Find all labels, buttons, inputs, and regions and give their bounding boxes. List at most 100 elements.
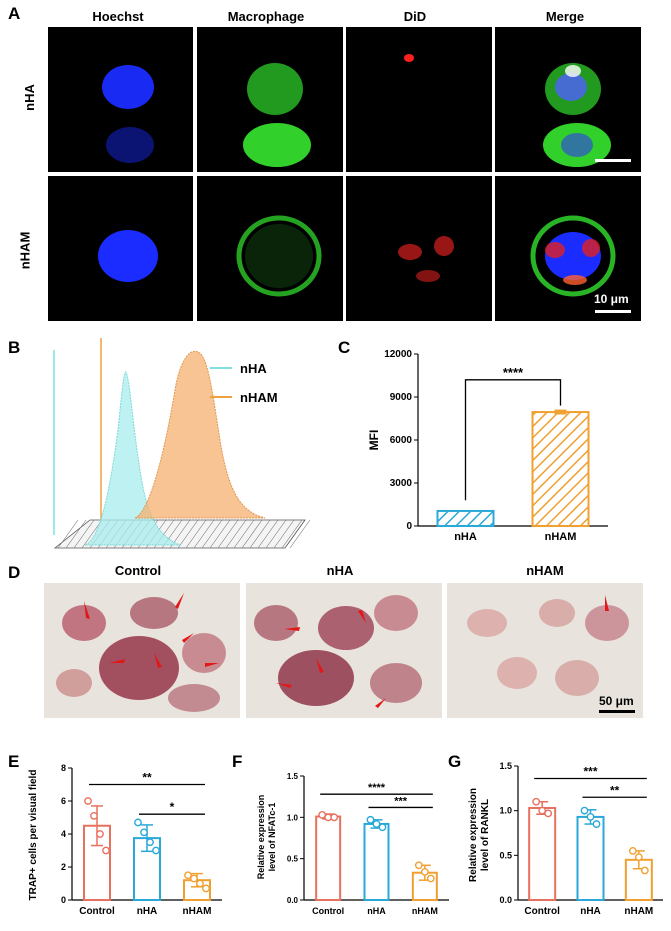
- x-tick-label-nHA: nHA: [137, 906, 158, 917]
- data-point: [140, 828, 148, 837]
- data-point: [152, 846, 160, 855]
- data-point: [580, 806, 589, 815]
- floor-hatch-line: [273, 519, 295, 549]
- data-point: [202, 884, 210, 893]
- x-tick-label-nHAM: nHAM: [624, 906, 653, 917]
- x-tick-label-nHA: nHA: [367, 906, 386, 916]
- x-tick-label-Control: Control: [524, 906, 560, 917]
- y-axis-label: TRAP+ cells per visual field: [28, 770, 39, 901]
- y-axis-label-line1: Relative expression: [468, 788, 479, 882]
- x-tick-label-Control: Control: [79, 906, 115, 917]
- col-d-nha: nHA: [326, 563, 354, 578]
- nham-distribution: [134, 350, 266, 519]
- data-point: [84, 797, 92, 805]
- micro-nham-merge: 10 μm: [495, 176, 641, 321]
- data-point: [372, 820, 381, 828]
- data-point: [102, 846, 110, 855]
- y-tick-label: 0: [61, 895, 66, 905]
- bar-nHAM: [531, 411, 590, 527]
- data-point: [146, 838, 154, 847]
- y-tick-label: 1.0: [287, 813, 299, 822]
- panel-f-letter: F: [232, 752, 243, 771]
- y-axis-label-line2: level of RANKL: [480, 799, 491, 871]
- panel-g-letter: G: [448, 752, 462, 771]
- data-point: [96, 830, 104, 838]
- significance-label: **: [610, 783, 620, 797]
- significance-bracket: [464, 379, 562, 501]
- floor-hatch-line: [241, 519, 263, 549]
- col-merge: Merge: [545, 9, 585, 24]
- x-tick-label-nHA: nHA: [454, 531, 477, 543]
- floor-hatch-line: [65, 519, 87, 549]
- scalebar-a-label: 10 μm: [594, 292, 629, 306]
- y-tick-label: 0: [406, 521, 412, 532]
- data-point: [628, 846, 637, 855]
- floor-hatch-line: [233, 519, 255, 549]
- floor-hatch-line: [185, 519, 207, 549]
- significance-label: ***: [583, 765, 597, 779]
- data-point: [634, 853, 643, 862]
- data-point: [378, 823, 387, 832]
- micro-nha-merge: [495, 27, 641, 172]
- y-axis-label: MFI: [367, 430, 381, 451]
- panel-e-letter: E: [8, 752, 20, 771]
- data-point: [544, 809, 553, 818]
- micro-nha-macrophage: [197, 27, 343, 172]
- y-tick-label: 4: [61, 829, 66, 839]
- data-point: [532, 797, 541, 806]
- y-tick-label: 2: [61, 862, 66, 872]
- data-point: [640, 866, 649, 875]
- col-macrophage: Macrophage: [227, 9, 305, 24]
- floor-hatch-line: [209, 519, 231, 549]
- significance-label: **: [142, 771, 152, 785]
- data-point: [190, 874, 198, 883]
- bar-Control: [315, 815, 342, 901]
- y-tick-label: 6: [61, 796, 66, 806]
- data-point: [90, 811, 98, 820]
- scalebar-a-top: [595, 159, 631, 162]
- y-axis-label-line1: Relative expression: [256, 795, 266, 880]
- flow-histogram: nHA nHAM: [53, 338, 311, 549]
- data-point: [330, 813, 339, 822]
- row-label-nha: nHA: [21, 84, 37, 111]
- x-tick-label-nHA: nHA: [580, 906, 601, 917]
- col-hoechst: Hoechst: [92, 9, 144, 24]
- significance-label: ***: [394, 795, 408, 807]
- data-point: [426, 874, 435, 883]
- x-tick-label-nHAM: nHAM: [183, 906, 212, 917]
- y-tick-label: 6000: [390, 435, 413, 446]
- data-point: [420, 867, 429, 876]
- floor-hatch-line: [281, 519, 303, 549]
- bar-nHA: [363, 822, 390, 901]
- trap-stain-nha: [246, 583, 442, 718]
- data-point: [134, 818, 142, 827]
- y-tick-label: 0.5: [499, 850, 512, 860]
- floor-hatch-line: [217, 519, 239, 549]
- legend-nham-label: nHAM: [240, 390, 278, 405]
- floor-hatch-line: [201, 519, 223, 549]
- y-tick-label: 1.5: [499, 761, 512, 771]
- micro-nha-hoechst: [48, 27, 193, 172]
- bar-Control: [528, 806, 557, 902]
- floor-hatch-line: [265, 519, 287, 549]
- x-tick-label-Control: Control: [312, 906, 344, 916]
- floor-hatch-line: [289, 519, 311, 549]
- scalebar-a-bottom: [595, 310, 631, 313]
- row-label-nham: nHAM: [17, 231, 33, 270]
- bar-nHA: [576, 815, 605, 901]
- micro-nham-did: [346, 176, 492, 321]
- floor-hatch-line: [57, 519, 79, 549]
- panel-c-letter: C: [338, 338, 351, 357]
- col-did: DiD: [403, 9, 427, 24]
- floor-hatch-line: [225, 519, 247, 549]
- trap-stain-control: [44, 583, 240, 718]
- nha-distribution: [84, 371, 181, 546]
- panel-b-letter: B: [8, 338, 21, 357]
- col-d-nham: nHAM: [526, 563, 564, 578]
- x-tick-label-nHAM: nHAM: [545, 531, 577, 543]
- floor-hatch-line: [249, 519, 271, 549]
- data-point: [184, 871, 192, 880]
- data-point: [592, 820, 601, 828]
